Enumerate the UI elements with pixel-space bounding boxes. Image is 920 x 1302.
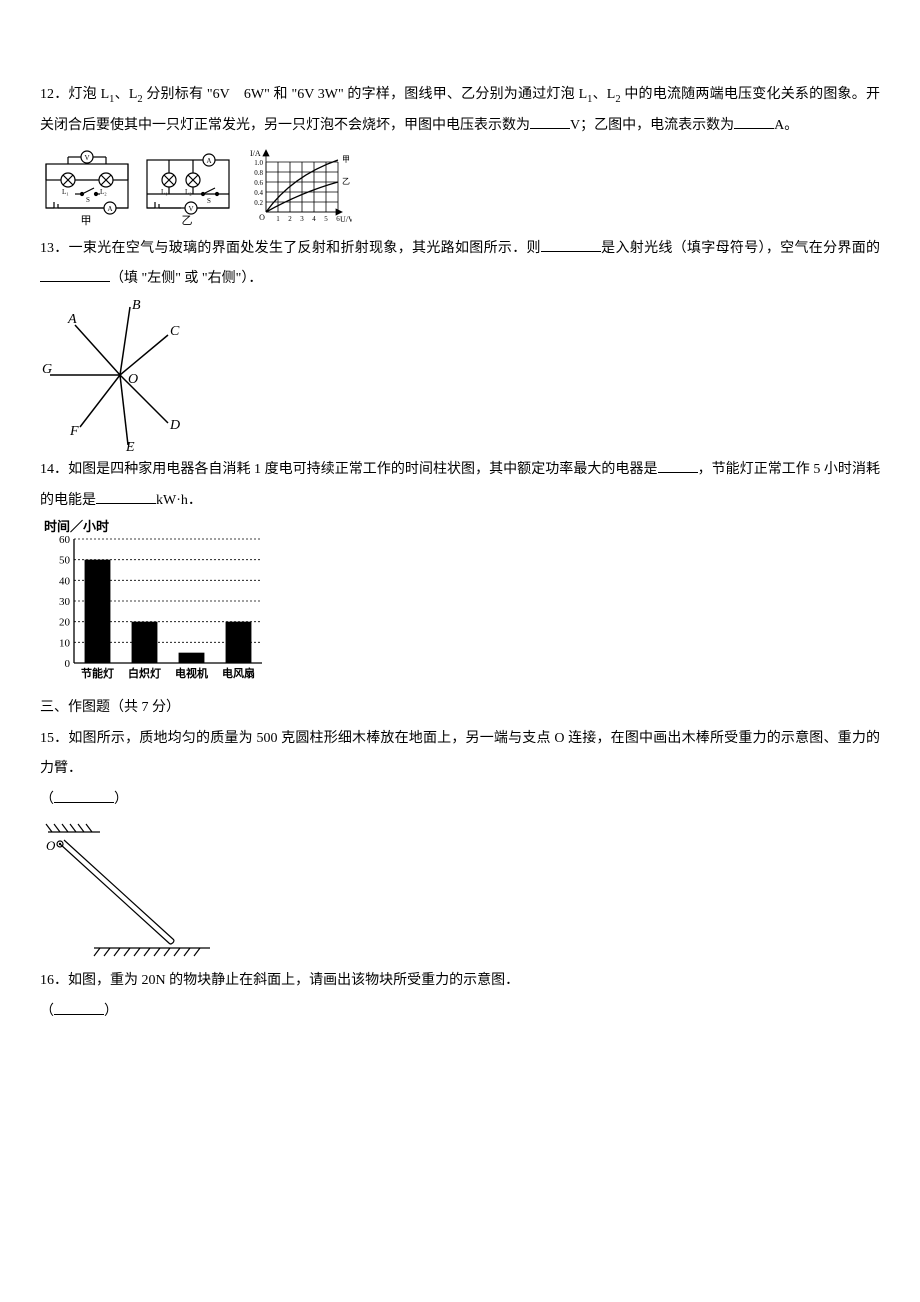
svg-text:0.6: 0.6 xyxy=(254,179,263,187)
svg-text:G: G xyxy=(42,362,52,377)
svg-text:V: V xyxy=(84,154,89,162)
q14-a: 14．如图是四种家用电器各自消耗 1 度电可持续正常工作的时间柱状图，其中额定功… xyxy=(40,462,658,477)
svg-text:2: 2 xyxy=(288,215,292,223)
svg-text:D: D xyxy=(169,418,180,433)
svg-text:60: 60 xyxy=(59,534,71,546)
q16-text: 16．如图，重为 20N 的物块静止在斜面上，请画出该物块所受重力的示意图． xyxy=(40,966,880,997)
q12-circuit1: V L₁ L₂ S A 甲 xyxy=(40,146,135,226)
q12-blank-2 xyxy=(734,114,774,129)
q13-diagram: A B C G O D E F xyxy=(40,295,200,455)
svg-text:S: S xyxy=(86,196,90,204)
q12-text: 12．灯泡 L1、L2 分别标有 "6V 6W" 和 "6V 3W" 的字样，图… xyxy=(40,80,880,142)
q15-blank xyxy=(54,788,114,803)
svg-text:A: A xyxy=(206,157,211,165)
svg-text:电视机: 电视机 xyxy=(175,666,208,680)
q13-c: （填 "左侧" 或 "右侧"）． xyxy=(110,271,262,286)
svg-text:20: 20 xyxy=(59,617,71,629)
svg-text:O: O xyxy=(259,213,265,222)
svg-text:白炽灯: 白炽灯 xyxy=(128,666,161,680)
q12-u2: A。 xyxy=(774,118,798,133)
q14-blank-2 xyxy=(96,489,156,504)
svg-text:S: S xyxy=(207,197,211,205)
q13-text: 13．一束光在空气与玻璃的界面处发生了反射和折射现象，其光路如图所示．则 是入射光… xyxy=(40,234,880,296)
svg-text:1.0: 1.0 xyxy=(254,159,263,167)
q16-blank xyxy=(54,1000,104,1015)
svg-text:O: O xyxy=(46,838,56,853)
svg-text:5: 5 xyxy=(324,215,328,223)
svg-text:F: F xyxy=(69,424,79,439)
q13-a: 13．一束光在空气与玻璃的界面处发生了反射和折射现象，其光路如图所示．则 xyxy=(40,241,541,256)
svg-text:50: 50 xyxy=(59,555,71,567)
q12-a: 12．灯泡 L xyxy=(40,87,109,102)
q13-blank-2 xyxy=(40,267,110,282)
q14-text: 14．如图是四种家用电器各自消耗 1 度电可持续正常工作的时间柱状图，其中额定功… xyxy=(40,455,880,517)
svg-text:3: 3 xyxy=(300,215,304,223)
svg-text:I/A: I/A xyxy=(250,149,261,158)
svg-text:V: V xyxy=(188,205,193,213)
q13-blank-1 xyxy=(541,237,601,252)
svg-text:B: B xyxy=(132,298,141,313)
svg-text:甲: 甲 xyxy=(81,215,92,226)
svg-text:乙: 乙 xyxy=(182,214,193,226)
svg-text:4: 4 xyxy=(312,215,316,223)
q13-b: 是入射光线（填字母符号），空气在分界面的 xyxy=(601,241,880,256)
svg-text:E: E xyxy=(125,440,135,455)
q12-b: 、L xyxy=(114,87,137,102)
svg-text:L₁: L₁ xyxy=(62,188,69,196)
q14-c: kW·h． xyxy=(156,493,202,508)
svg-text:乙: 乙 xyxy=(342,177,350,186)
svg-text:节能灯: 节能灯 xyxy=(81,666,114,680)
q15-diagram: O xyxy=(40,816,220,966)
q12-graph: I/A U/V O 甲 乙 123456 0.2 0.4 0.6 0.8 1.0 xyxy=(242,146,352,226)
svg-text:L₂: L₂ xyxy=(185,188,192,196)
svg-text:甲: 甲 xyxy=(342,155,350,164)
svg-text:O: O xyxy=(128,372,138,387)
svg-text:0.4: 0.4 xyxy=(254,189,263,197)
svg-text:1: 1 xyxy=(276,215,280,223)
svg-text:U/V: U/V xyxy=(340,215,352,224)
svg-text:40: 40 xyxy=(59,575,71,587)
svg-text:A: A xyxy=(67,312,77,327)
svg-text:L₂: L₂ xyxy=(100,188,107,196)
svg-text:0.8: 0.8 xyxy=(254,169,263,177)
svg-text:0.2: 0.2 xyxy=(254,199,263,207)
q15-paren: （） xyxy=(40,785,880,816)
svg-text:电风扇: 电风扇 xyxy=(222,666,255,680)
svg-text:0: 0 xyxy=(65,658,71,670)
svg-text:30: 30 xyxy=(59,596,71,608)
q12-u1: V；乙图中，电流表示数为 xyxy=(570,118,734,133)
q16-paren: （） xyxy=(40,997,880,1028)
q12-d: 、L xyxy=(592,87,615,102)
svg-text:6: 6 xyxy=(336,215,340,223)
q14-bar-chart: 时间／小时 0 10 20 30 40 50 60 节能灯白炽灯电视机电风扇 xyxy=(40,517,270,687)
q14-blank-1 xyxy=(658,458,698,473)
svg-text:时间／小时: 时间／小时 xyxy=(44,519,109,534)
svg-text:10: 10 xyxy=(59,637,71,649)
svg-text:A: A xyxy=(107,205,112,213)
svg-text:L₁: L₁ xyxy=(161,188,168,196)
svg-text:C: C xyxy=(170,324,180,339)
q15-text: 15．如图所示，质地均匀的质量为 500 克圆柱形细木棒放在地面上，另一端与支点… xyxy=(40,724,880,786)
q12-figures: V L₁ L₂ S A 甲 A L₁ L₂ S xyxy=(40,146,880,226)
q12-circuit2: A L₁ L₂ S V 乙 xyxy=(141,146,236,226)
q12-blank-1 xyxy=(530,114,570,129)
section-3-title: 三、作图题（共 7 分） xyxy=(40,693,880,724)
q12-c: 分别标有 "6V 6W" 和 "6V 3W" 的字样，图线甲、乙分别为通过灯泡 … xyxy=(143,87,588,102)
